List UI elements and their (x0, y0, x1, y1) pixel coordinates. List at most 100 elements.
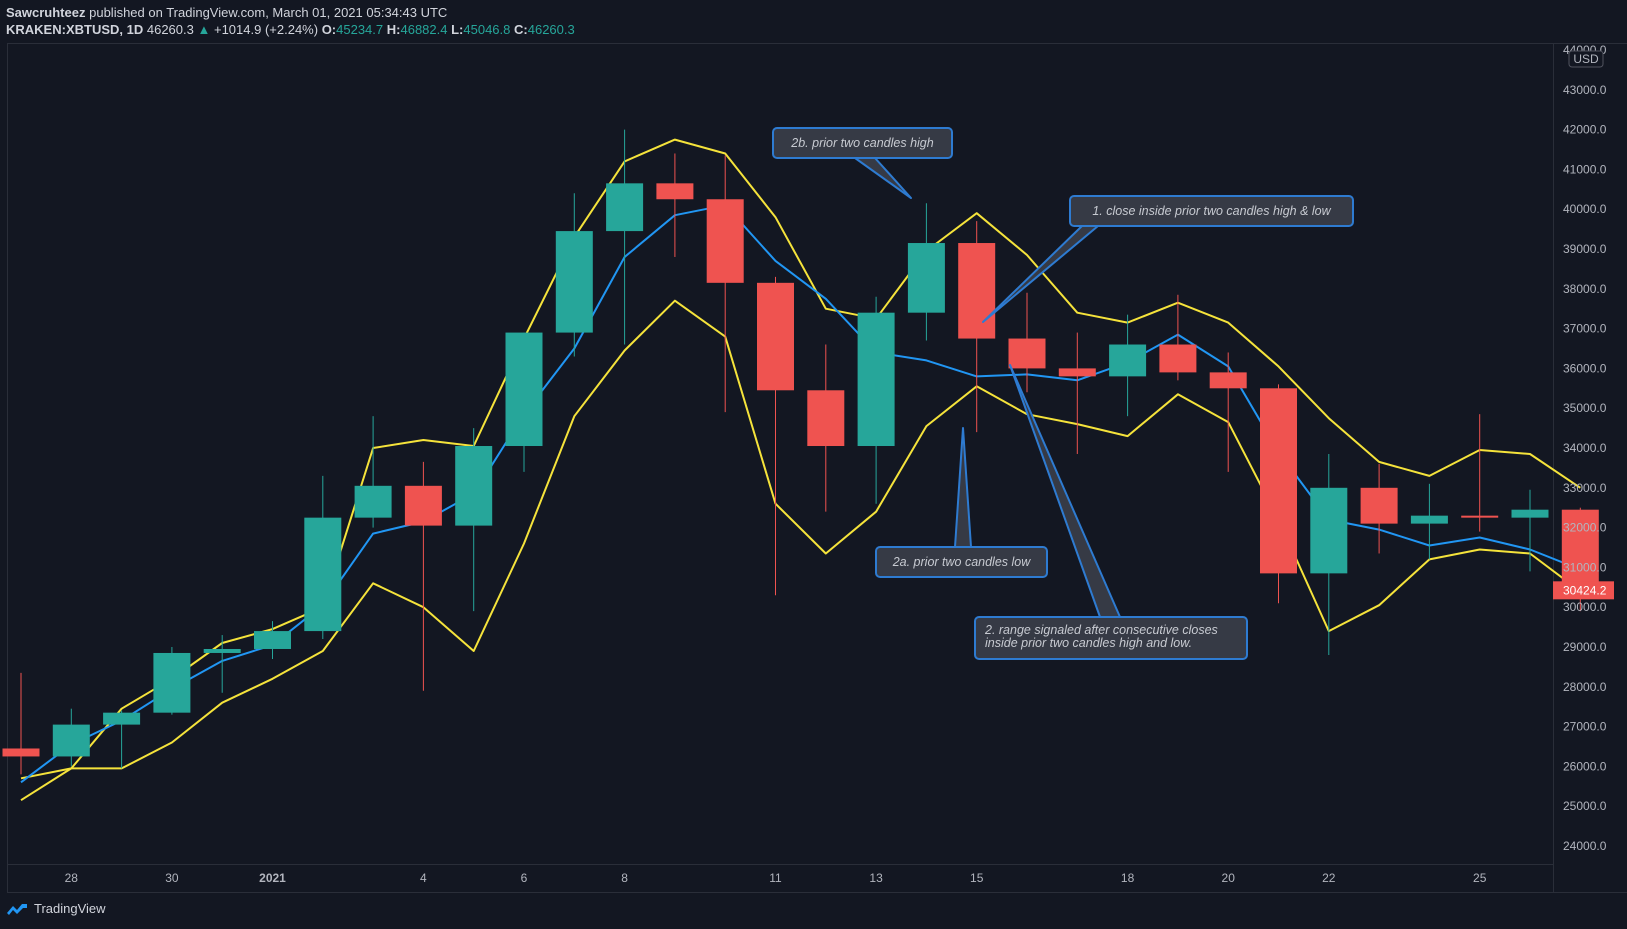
candle (404, 461, 442, 691)
tradingview-logo-icon[interactable] (6, 902, 28, 916)
candle (606, 129, 644, 345)
candle-body (505, 332, 543, 447)
candle-body (656, 183, 694, 200)
candle (706, 155, 744, 413)
candle-body (254, 631, 291, 649)
author-name[interactable]: Sawcruhteez (6, 5, 86, 20)
time-tick-label: 4 (420, 871, 427, 885)
candle (52, 708, 90, 767)
time-tick-label: 11 (769, 871, 782, 885)
price-tick-label: 40000.0 (1563, 202, 1607, 216)
candle (757, 276, 794, 596)
candle-body (1058, 368, 1096, 377)
candle (304, 475, 342, 640)
candle (1058, 332, 1096, 454)
price-tick-label: 25000.0 (1563, 799, 1607, 813)
candle-body (404, 485, 442, 526)
price-tick-label: 38000.0 (1563, 282, 1607, 296)
chart-header: Sawcruhteez published on TradingView.com… (6, 4, 575, 38)
candle-body (455, 446, 493, 526)
candle-body (354, 485, 392, 518)
publish-line: Sawcruhteez published on TradingView.com… (6, 4, 575, 21)
candle-body (1260, 388, 1297, 574)
candle (2, 672, 40, 775)
currency-badge: USD (1568, 50, 1604, 68)
time-tick-label: 25 (1473, 871, 1487, 885)
brand-label[interactable]: TradingView (34, 901, 106, 916)
candle (153, 647, 191, 715)
price-tick-label: 33000.0 (1563, 481, 1607, 495)
candle (103, 710, 141, 769)
annotation-text: 2b. prior two candles high (790, 136, 933, 150)
price-tick-label: 43000.0 (1563, 83, 1607, 97)
price-tick-label: 36000.0 (1563, 361, 1607, 375)
close-value: 46260.3 (527, 22, 575, 37)
candle (203, 635, 241, 693)
candle (1410, 483, 1448, 560)
high-label: H: (386, 22, 401, 37)
annotation-text: inside prior two candles high and low. (985, 636, 1192, 650)
currency-label: USD (1573, 52, 1599, 66)
candle (1360, 463, 1398, 554)
candle-body (1360, 487, 1398, 524)
candle-body (103, 712, 141, 725)
candle (1310, 453, 1348, 655)
time-tick-label: 28 (65, 871, 79, 885)
price-tick-label: 28000.0 (1563, 680, 1607, 694)
candle (254, 621, 291, 659)
annotation-callout: 2. range signaled after consecutive clos… (974, 364, 1248, 660)
candle (555, 193, 593, 357)
annotation-callout: 2a. prior two candles low (875, 427, 1048, 578)
candle (1561, 507, 1599, 612)
time-tick-label: 22 (1322, 871, 1336, 885)
price-tick-label: 39000.0 (1563, 242, 1607, 256)
time-tick-label: 18 (1121, 871, 1135, 885)
annotation-box (772, 127, 953, 159)
symbol-line: KRAKEN:XBTUSD, 1D 46260.3 ▲ +1014.9 (+2.… (6, 21, 575, 38)
close-label: C: (514, 22, 528, 37)
open-value: 45234.7 (336, 22, 384, 37)
candle (807, 344, 845, 512)
candle-body (2, 748, 40, 757)
candle (354, 416, 392, 528)
candle-body (1209, 372, 1247, 389)
price-axis[interactable]: 24000.0 25000.0 26000.0 27000.0 28000.0 29000… (1553, 43, 1614, 853)
annotation-pointer (982, 225, 1099, 323)
annotation-box (974, 616, 1248, 660)
candle-body (807, 390, 845, 447)
low-value: 45046.8 (463, 22, 511, 37)
candle (1008, 292, 1046, 393)
annotation-pointer (854, 157, 912, 199)
time-tick-label: 13 (869, 871, 883, 885)
plot-area: 2b. prior two candles high 1. close insid… (2, 127, 1599, 802)
indicator-lines (20, 138, 1581, 802)
price-tick-label: 41000.0 (1563, 162, 1607, 176)
time-tick-label: 6 (521, 871, 528, 885)
candle-body (203, 648, 241, 653)
high-value: 46882.4 (400, 22, 448, 37)
candle-body (153, 652, 191, 713)
candle-body (606, 183, 644, 232)
price-tick-label: 26000.0 (1563, 759, 1607, 773)
price-tick-label: 35000.0 (1563, 401, 1607, 415)
annotation-callout: 2b. prior two candles high (772, 127, 953, 199)
annotation-text: 2. range signaled after consecutive clos… (984, 623, 1218, 637)
open-label: O: (321, 22, 337, 37)
price-tick-label: 32000.0 (1563, 521, 1607, 535)
time-axis[interactable]: 28 30 2021 4 6 8 11 13 15 18 20 22 25 (65, 871, 1487, 885)
candle (1260, 384, 1297, 604)
candle (505, 332, 543, 472)
candle (958, 221, 996, 433)
publish-info: published on TradingView.com, March 01, … (89, 5, 448, 20)
price-tick-label: 31000.0 (1563, 560, 1607, 574)
symbol-name[interactable]: KRAKEN:XBTUSD, 1D (6, 22, 144, 37)
up-arrow-icon: ▲ (197, 22, 211, 37)
candle-body (1008, 338, 1046, 369)
annotation-text: 1. close inside prior two candles high &… (1092, 204, 1331, 218)
candle (857, 296, 895, 504)
candle (1209, 352, 1247, 472)
candle-body (757, 282, 794, 391)
candle-body (958, 243, 996, 339)
candle (656, 153, 694, 257)
